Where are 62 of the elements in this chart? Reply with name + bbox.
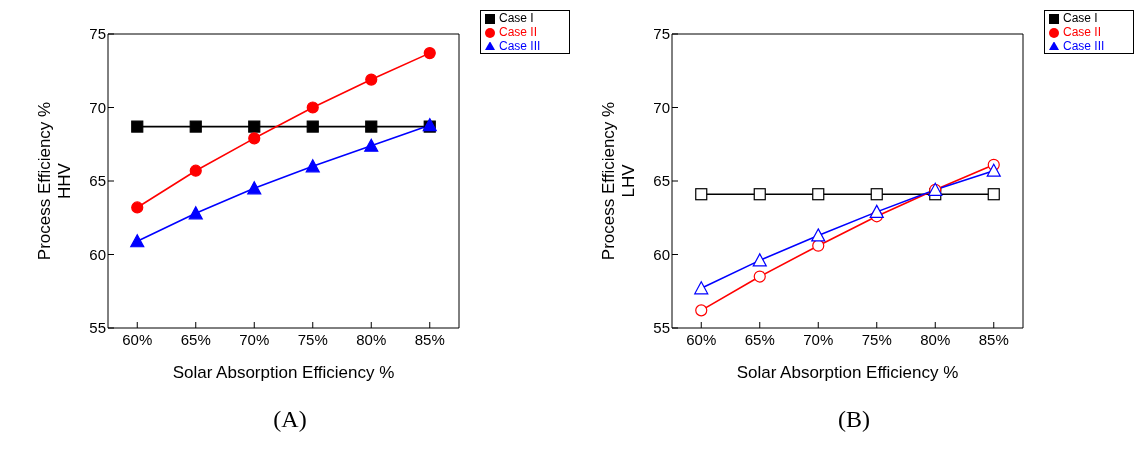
point (694, 281, 709, 295)
y-tick-label: 60 (89, 245, 106, 263)
y-tick-label: 65 (89, 172, 106, 190)
x-tick-label: 75% (861, 330, 892, 348)
x-axis-title: Solar Absorption Efficiency % (736, 363, 959, 382)
x-tick-label: 70% (803, 330, 834, 348)
y-tick-label: 55 (89, 319, 106, 337)
x-tick-label: 70% (239, 330, 270, 348)
point (131, 120, 144, 133)
point (752, 253, 767, 267)
point (305, 159, 320, 173)
x-axis-title: Solar Absorption Efficiency % (172, 363, 395, 382)
point (247, 181, 262, 195)
legend-label: Case II (1063, 25, 1102, 39)
legend-label: Case III (1063, 39, 1105, 53)
x-tick-label: 60% (686, 330, 717, 348)
point (130, 234, 145, 248)
point (753, 270, 766, 283)
point (131, 201, 144, 214)
x-tick-label: 65% (744, 330, 775, 348)
point (306, 101, 319, 114)
text: (A) (272, 406, 308, 433)
y-tick-label: 70 (653, 98, 670, 116)
y-tick-label: 70 (89, 98, 106, 116)
x-tick-label: 85% (414, 330, 445, 348)
point (423, 47, 436, 60)
x-tick-label: 60% (122, 330, 153, 348)
legend-label: Case II (499, 25, 538, 39)
point (695, 188, 708, 201)
point (811, 228, 826, 242)
point (869, 204, 884, 218)
x-tick-label: 85% (978, 330, 1009, 348)
point (870, 188, 883, 201)
point (365, 120, 378, 133)
legend-label: Case III (499, 39, 541, 53)
y-tick-label: 65 (653, 172, 670, 190)
point (188, 206, 203, 220)
point (695, 304, 708, 317)
point (812, 188, 825, 201)
point (365, 73, 378, 86)
legend-label: Case I (499, 11, 534, 25)
y-axis-title: Process Efficiency % HHV (35, 101, 74, 261)
point (986, 163, 1001, 177)
x-tick-label: 80% (920, 330, 951, 348)
point (248, 132, 261, 145)
point (987, 188, 1000, 201)
x-tick-label: 80% (356, 330, 387, 348)
y-axis-title: Process Efficiency % LHV (599, 101, 638, 261)
point (189, 120, 202, 133)
point (306, 120, 319, 133)
y-tick-label: 75 (89, 25, 106, 43)
y-tick-label: 55 (653, 319, 670, 337)
point (189, 164, 202, 177)
text: (B) (837, 406, 871, 433)
point (364, 138, 379, 152)
y-tick-label: 60 (653, 245, 670, 263)
point (753, 188, 766, 201)
x-tick-label: 75% (297, 330, 328, 348)
point (248, 120, 261, 133)
y-tick-label: 75 (653, 25, 670, 43)
x-tick-label: 65% (180, 330, 211, 348)
legend-label: Case I (1063, 11, 1098, 25)
